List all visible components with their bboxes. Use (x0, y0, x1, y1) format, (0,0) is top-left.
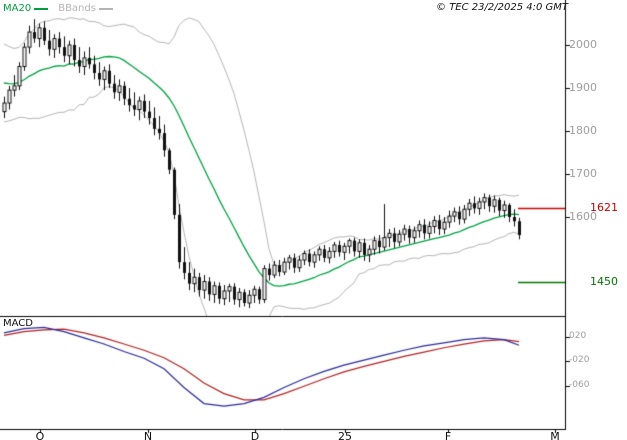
price-level-label: 1450 (590, 274, 618, 288)
x-axis-month-label: O (35, 430, 45, 440)
price-tick-label: 1700 (569, 167, 597, 180)
macd-panel-label: MACD (3, 318, 33, 329)
legend-item-ma20: MA20 (3, 3, 49, 14)
macd-tick-label: -020 (569, 355, 590, 366)
copyright-text: © TEC 23/2/2025 4:0 GMT (436, 2, 568, 13)
x-axis-month-label: F (444, 430, 452, 440)
price-tick-label: 1900 (569, 81, 597, 94)
price-level-label: 1621 (590, 200, 618, 214)
x-axis-month-label: M (550, 430, 560, 440)
price-tick-label: 2000 (569, 38, 597, 51)
legend: MA20 BBands (3, 3, 113, 14)
price-tick-label: 1600 (569, 210, 597, 223)
macd-tick-label: 020 (569, 330, 587, 341)
legend-item-bbands: BBands (58, 3, 113, 14)
macd-tick-label: -060 (569, 380, 590, 391)
price-tick-label: 1800 (569, 124, 597, 137)
legend-bbands-label: BBands (58, 3, 96, 14)
x-axis-month-label: D (250, 430, 260, 440)
legend-ma20-label: MA20 (3, 3, 32, 14)
x-axis-month-label: 25 (338, 430, 352, 440)
x-axis-month-label: N (143, 430, 153, 440)
legend-ma20-swatch (34, 7, 49, 10)
legend-bbands-swatch (98, 7, 113, 10)
